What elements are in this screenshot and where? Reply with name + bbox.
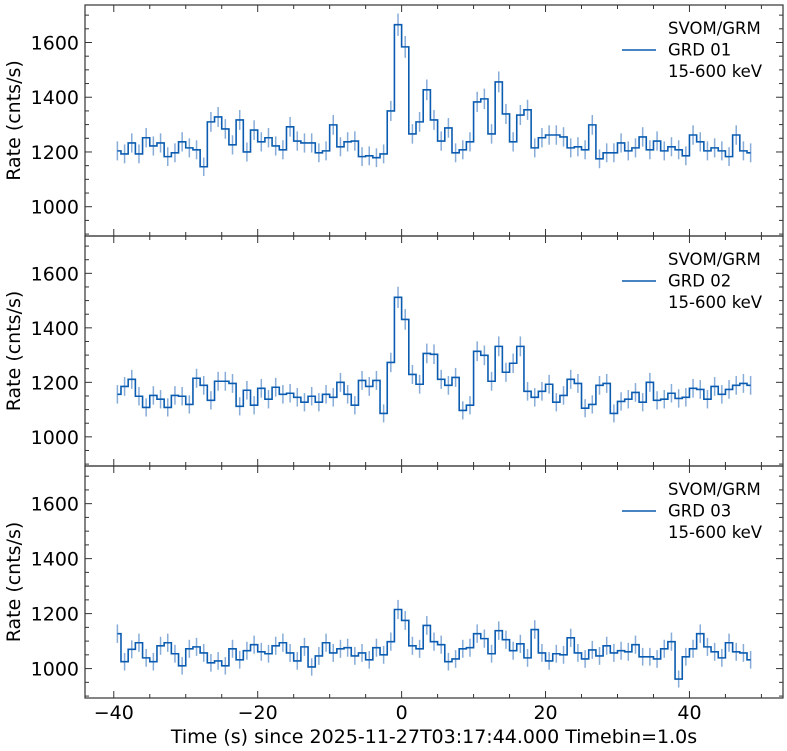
- y-tick-label: 1600: [31, 32, 79, 54]
- y-ticks: 1000 1200 1400 1600: [31, 475, 783, 697]
- y-axis-label: Rate (cnts/s): [3, 291, 25, 412]
- legend-text: SVOM/GRM: [668, 480, 761, 499]
- y-axis-label: Rate (cnts/s): [3, 522, 25, 643]
- y-ticks: 1000 1200 1400 1600: [31, 245, 783, 465]
- y-tick-label: 1400: [31, 87, 79, 109]
- legend-text: GRD 03: [668, 502, 731, 521]
- y-axis-label: Rate (cnts/s): [3, 60, 25, 181]
- y-tick-label: 1200: [31, 372, 79, 394]
- x-ticks: [113, 5, 762, 236]
- error-bars: [116, 599, 752, 688]
- x-tick-label: −40: [94, 702, 134, 724]
- legend: SVOM/GRM GRD 03 15-600 keV: [622, 480, 763, 542]
- panel-frame: [84, 465, 784, 699]
- legend: SVOM/GRM GRD 01 15-600 keV: [622, 19, 763, 81]
- legend-text: SVOM/GRM: [668, 250, 761, 269]
- x-tick-label: 40: [677, 702, 701, 724]
- legend-text: 15-600 keV: [668, 523, 763, 542]
- panel-3: 1000 1200 1400 1600 Rate (cnts/s) SVOM/GRM GRD…: [3, 465, 784, 699]
- y-tick-label: 1000: [31, 197, 79, 219]
- rate-step-line: [117, 608, 751, 680]
- legend-text: GRD 02: [668, 272, 731, 291]
- x-tick-label: −20: [238, 702, 278, 724]
- legend: SVOM/GRM GRD 02 15-600 keV: [622, 250, 763, 312]
- x-ticks: [113, 466, 762, 698]
- y-tick-label: 1200: [31, 142, 79, 164]
- y-tick-label: 1600: [31, 263, 79, 285]
- x-tick-label: 0: [396, 702, 408, 724]
- x-ticks: [113, 236, 762, 466]
- y-ticks: 1000 1200 1400 1600: [31, 14, 783, 235]
- y-tick-label: 1000: [31, 427, 79, 449]
- error-bars: [116, 13, 752, 177]
- rate-step-line: [117, 23, 751, 168]
- x-axis-label: Time (s) since 2025-11-27T03:17:44.000 T…: [170, 726, 697, 748]
- legend-text: GRD 01: [668, 41, 731, 60]
- y-tick-label: 1400: [31, 549, 79, 571]
- y-tick-label: 1400: [31, 318, 79, 340]
- x-tick-label: 20: [533, 702, 557, 724]
- panel-1: 1000 1200 1400 1600 Rate (cnts/s) SVOM/GRM GRD…: [3, 4, 784, 237]
- y-tick-label: 1600: [31, 494, 79, 516]
- panel-2: 1000 1200 1400 1600 Rate (cnts/s) SVOM/GRM GRD…: [3, 235, 784, 467]
- legend-text: 15-600 keV: [668, 62, 763, 81]
- y-tick-label: 1200: [31, 604, 79, 626]
- legend-text: SVOM/GRM: [668, 19, 761, 38]
- y-tick-label: 1000: [31, 659, 79, 681]
- rate-step-line: [117, 296, 751, 415]
- legend-text: 15-600 keV: [668, 293, 763, 312]
